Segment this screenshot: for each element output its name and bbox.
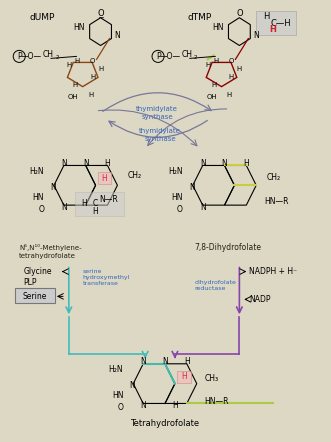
Text: O: O — [177, 205, 183, 213]
Text: —O—: —O— — [160, 52, 180, 61]
Text: H₂N: H₂N — [109, 365, 123, 374]
Text: N: N — [253, 31, 259, 40]
Text: H: H — [205, 62, 210, 69]
Text: C—H: C—H — [271, 19, 291, 28]
Text: H: H — [74, 58, 79, 65]
Text: N: N — [83, 159, 89, 168]
Text: H: H — [243, 159, 249, 168]
Text: H: H — [172, 401, 178, 410]
Text: NADP: NADP — [249, 295, 271, 304]
Text: HN: HN — [73, 23, 85, 32]
Text: H: H — [211, 82, 216, 88]
Text: N: N — [222, 159, 227, 168]
Text: HN: HN — [32, 193, 44, 202]
Text: dTMP: dTMP — [188, 13, 212, 22]
Text: O: O — [229, 58, 234, 65]
Text: N: N — [61, 202, 67, 212]
Text: H: H — [105, 159, 110, 168]
Text: O: O — [118, 403, 123, 412]
Text: O: O — [236, 9, 243, 18]
Text: O: O — [90, 58, 95, 65]
Text: H: H — [181, 372, 187, 381]
FancyBboxPatch shape — [15, 289, 55, 303]
Text: synthase: synthase — [141, 114, 173, 120]
Text: —O—: —O— — [21, 52, 42, 61]
Text: thymidylate: thymidylate — [139, 128, 181, 134]
Text: CH: CH — [181, 50, 192, 59]
Text: H: H — [229, 74, 234, 80]
Text: CH₂: CH₂ — [266, 173, 280, 182]
Text: N: N — [129, 381, 135, 390]
Text: N: N — [200, 202, 206, 212]
Text: HN—R: HN—R — [205, 397, 229, 406]
FancyBboxPatch shape — [256, 11, 296, 34]
Text: N: N — [61, 159, 67, 168]
Text: H: H — [213, 58, 218, 65]
Text: H: H — [66, 62, 71, 69]
Text: H: H — [98, 66, 103, 72]
FancyBboxPatch shape — [177, 371, 191, 383]
Text: CH₃: CH₃ — [205, 374, 219, 383]
Text: H₂N: H₂N — [29, 167, 44, 176]
Text: NADPH + H⁻: NADPH + H⁻ — [249, 267, 298, 276]
Text: thymidylate: thymidylate — [136, 106, 178, 112]
Text: HN: HN — [212, 23, 223, 32]
Text: dUMP: dUMP — [29, 13, 55, 22]
Text: OH: OH — [68, 94, 78, 100]
Text: OH: OH — [206, 94, 217, 100]
Text: H₂N: H₂N — [168, 167, 183, 176]
Text: Serine: Serine — [23, 292, 47, 301]
Text: P: P — [156, 52, 161, 61]
Text: O: O — [97, 9, 104, 18]
Text: N: N — [50, 183, 56, 192]
Text: H: H — [72, 82, 77, 88]
Text: N: N — [200, 159, 206, 168]
FancyBboxPatch shape — [75, 192, 124, 216]
Text: H: H — [81, 198, 87, 208]
Text: serine
hydroxymethyl
transferase: serine hydroxymethyl transferase — [83, 269, 130, 286]
Text: Tetrahydrofolate: Tetrahydrofolate — [130, 419, 200, 428]
Text: dihydrofolate
reductase: dihydrofolate reductase — [195, 280, 237, 291]
Text: O: O — [38, 205, 44, 213]
Text: HN—R: HN—R — [264, 197, 289, 206]
Text: H: H — [237, 66, 242, 72]
Text: tetrahydrofolate: tetrahydrofolate — [19, 253, 76, 259]
Text: N: N — [115, 31, 120, 40]
Text: N: N — [162, 357, 168, 366]
Text: HN: HN — [112, 391, 123, 400]
Text: H: H — [270, 25, 276, 34]
Text: N: N — [140, 357, 146, 366]
Text: H: H — [263, 12, 269, 21]
Text: N⁵,N¹⁰-Methylene-: N⁵,N¹⁰-Methylene- — [19, 244, 82, 251]
Text: CH: CH — [42, 50, 54, 59]
Text: P: P — [17, 52, 22, 61]
FancyBboxPatch shape — [98, 172, 112, 184]
Text: 7,8-Dihydrofolate: 7,8-Dihydrofolate — [195, 243, 262, 252]
Text: N: N — [189, 183, 195, 192]
Text: H: H — [102, 174, 107, 183]
Text: H: H — [88, 92, 93, 98]
Text: PLP: PLP — [23, 278, 37, 287]
Text: CH₂: CH₂ — [127, 171, 141, 180]
Text: H: H — [227, 92, 232, 98]
Text: N—R: N—R — [99, 194, 118, 204]
Text: synthase: synthase — [144, 136, 176, 142]
Text: H: H — [93, 206, 98, 216]
Text: 2: 2 — [55, 55, 59, 60]
Text: 2: 2 — [194, 55, 198, 60]
Text: HN: HN — [171, 193, 183, 202]
Text: Glycine: Glycine — [23, 267, 52, 276]
Text: C: C — [93, 198, 98, 208]
Text: H: H — [90, 74, 95, 80]
Text: N: N — [140, 401, 146, 410]
Text: H: H — [184, 357, 190, 366]
